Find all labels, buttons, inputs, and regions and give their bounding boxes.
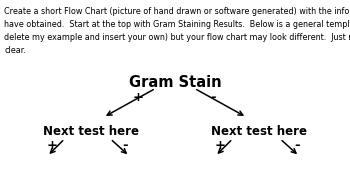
Text: +: + bbox=[215, 139, 226, 152]
Text: Create a short Flow Chart (picture of hand drawn or software generated) with the: Create a short Flow Chart (picture of ha… bbox=[4, 7, 350, 16]
Text: Next test here: Next test here bbox=[43, 125, 139, 139]
Text: Next test here: Next test here bbox=[211, 125, 307, 139]
Text: -: - bbox=[294, 139, 300, 152]
Text: -: - bbox=[211, 91, 216, 105]
Text: -: - bbox=[122, 139, 128, 152]
Text: +: + bbox=[46, 139, 57, 152]
Text: delete my example and insert your own) but your flow chart may look different.  : delete my example and insert your own) b… bbox=[4, 33, 350, 42]
Text: Gram Stain: Gram Stain bbox=[129, 75, 221, 90]
Text: clear.: clear. bbox=[4, 46, 26, 55]
Text: +: + bbox=[133, 91, 144, 105]
Text: have obtained.  Start at the top with Gram Staining Results.  Below is a general: have obtained. Start at the top with Gra… bbox=[4, 20, 350, 29]
